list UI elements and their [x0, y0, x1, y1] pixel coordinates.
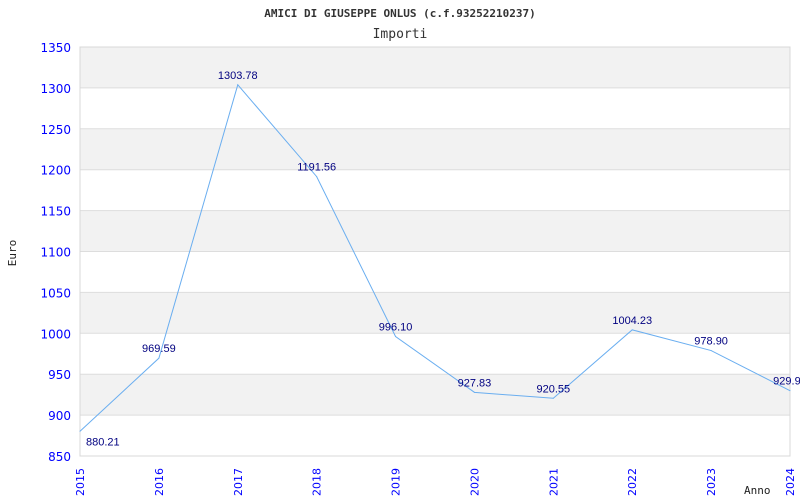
- y-tick-label: 1050: [40, 286, 71, 300]
- y-tick-label: 850: [48, 450, 71, 464]
- data-label: 1303.78: [218, 70, 258, 82]
- y-tick-label: 900: [48, 409, 71, 423]
- x-tick-label: 2024: [784, 468, 797, 496]
- y-tick-label: 1350: [40, 41, 71, 55]
- y-tick-label: 1000: [40, 327, 71, 341]
- data-point: [631, 329, 633, 331]
- y-tick-label: 950: [48, 368, 71, 382]
- data-label: 927.83: [458, 377, 492, 389]
- chart-subtitle: Importi: [373, 27, 428, 42]
- data-label: 929.90: [773, 376, 800, 388]
- plot-frame: [79, 46, 791, 457]
- data-point: [316, 176, 318, 178]
- data-point: [710, 350, 712, 352]
- grid-band: [80, 292, 790, 334]
- data-point: [552, 397, 554, 399]
- data-label: 880.21: [86, 436, 120, 448]
- data-point: [79, 430, 81, 432]
- data-point: [789, 390, 791, 392]
- x-tick-label: 2023: [705, 468, 718, 496]
- x-tick-label: 2022: [626, 468, 639, 496]
- grid-band: [80, 374, 790, 416]
- x-tick-label: 2021: [547, 468, 560, 496]
- x-tick-label: 2015: [74, 468, 87, 496]
- grid-band: [80, 128, 790, 170]
- y-axis-label: Euro: [6, 240, 19, 267]
- chart-title: AMICI DI GIUSEPPE ONLUS (c.f.93252210237…: [264, 7, 536, 20]
- data-label: 978.90: [694, 336, 728, 348]
- data-label: 1004.23: [612, 315, 652, 327]
- data-point: [395, 335, 397, 337]
- x-tick-label: 2018: [311, 468, 324, 496]
- y-tick-label: 1300: [40, 82, 71, 96]
- data-label: 969.59: [142, 343, 176, 355]
- x-tick-label: 2017: [232, 468, 245, 496]
- data-point: [237, 84, 239, 86]
- grid-band: [80, 210, 790, 252]
- data-label: 920.55: [537, 383, 571, 395]
- grid-band: [80, 47, 790, 88]
- series-line: [79, 83, 791, 432]
- y-tick-label: 1200: [40, 164, 71, 178]
- y-tick-label: 1250: [40, 123, 71, 137]
- data-label: 996.10: [379, 321, 413, 333]
- x-axis-label: Anno: [744, 484, 771, 497]
- x-tick-label: 2019: [390, 468, 403, 496]
- x-tick-label: 2020: [468, 468, 481, 496]
- data-point: [158, 357, 160, 359]
- y-tick-label: 1150: [40, 205, 71, 219]
- y-tick-label: 1100: [40, 246, 71, 260]
- x-tick-label: 2016: [153, 468, 166, 496]
- data-label: 1191.56: [297, 162, 336, 174]
- data-point: [473, 391, 475, 393]
